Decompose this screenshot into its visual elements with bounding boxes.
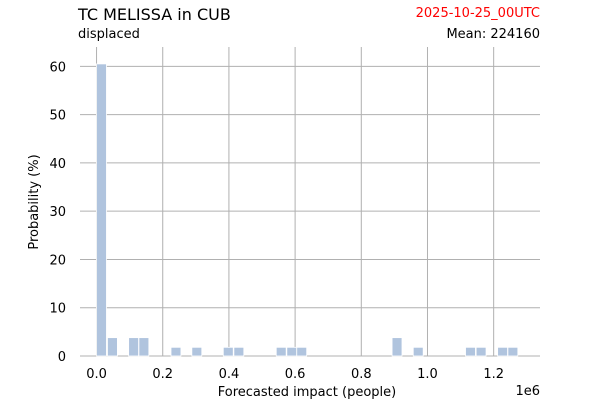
x-tick-label: 1.2 [483, 367, 504, 382]
histogram-bar [475, 346, 487, 357]
x-axis-multiplier: 1e6 [515, 384, 540, 399]
y-axis-label: Probability (%) [27, 154, 42, 249]
histogram-bar [107, 337, 118, 357]
chart-title: TC MELISSA in CUB [78, 5, 231, 24]
y-tick-label: 60 [49, 60, 66, 75]
mean-value: Mean: 224160 [446, 27, 540, 42]
x-gridlines [96, 47, 495, 356]
bars [96, 63, 519, 357]
x-tick-label: 0.4 [219, 367, 240, 382]
x-tick-label: 0.8 [351, 367, 372, 382]
histogram-bar [275, 346, 287, 357]
y-tick-label: 50 [49, 109, 66, 124]
y-tick-labels: 0 10 20 30 40 50 60 [49, 60, 66, 365]
histogram-bar [233, 346, 245, 357]
histogram-bar [412, 346, 424, 357]
x-tick-label: 0.2 [152, 367, 173, 382]
histogram-bar [191, 346, 203, 357]
y-tick-label: 40 [49, 157, 66, 172]
x-tick-label: 1.0 [417, 367, 438, 382]
histogram-bar [170, 346, 182, 357]
y-tick-label: 0 [58, 350, 66, 365]
histogram-bar [507, 346, 519, 357]
histogram-bar [128, 337, 139, 357]
y-tick-label: 10 [49, 302, 66, 317]
forecast-date: 2025-10-25_00UTC [415, 6, 540, 21]
histogram-bar [465, 346, 476, 357]
histogram-bar [286, 346, 298, 357]
histogram-bar [138, 337, 150, 357]
histogram-bar [296, 346, 308, 357]
y-tick-label: 20 [49, 253, 66, 268]
chart-subtitle: displaced [78, 27, 140, 42]
x-axis-label: Forecasted impact (people) [218, 385, 396, 400]
histogram-bar [497, 346, 508, 357]
x-tick-label: 0.0 [86, 367, 107, 382]
x-tick-label: 0.6 [285, 367, 306, 382]
histogram-bar [222, 346, 234, 357]
x-tick-labels: 0.0 0.2 0.4 0.6 0.8 1.0 1.2 [86, 367, 504, 382]
y-gridlines [80, 65, 540, 357]
y-tick-label: 30 [49, 205, 66, 220]
histogram-bar [391, 337, 403, 357]
histogram-bar [96, 63, 107, 357]
